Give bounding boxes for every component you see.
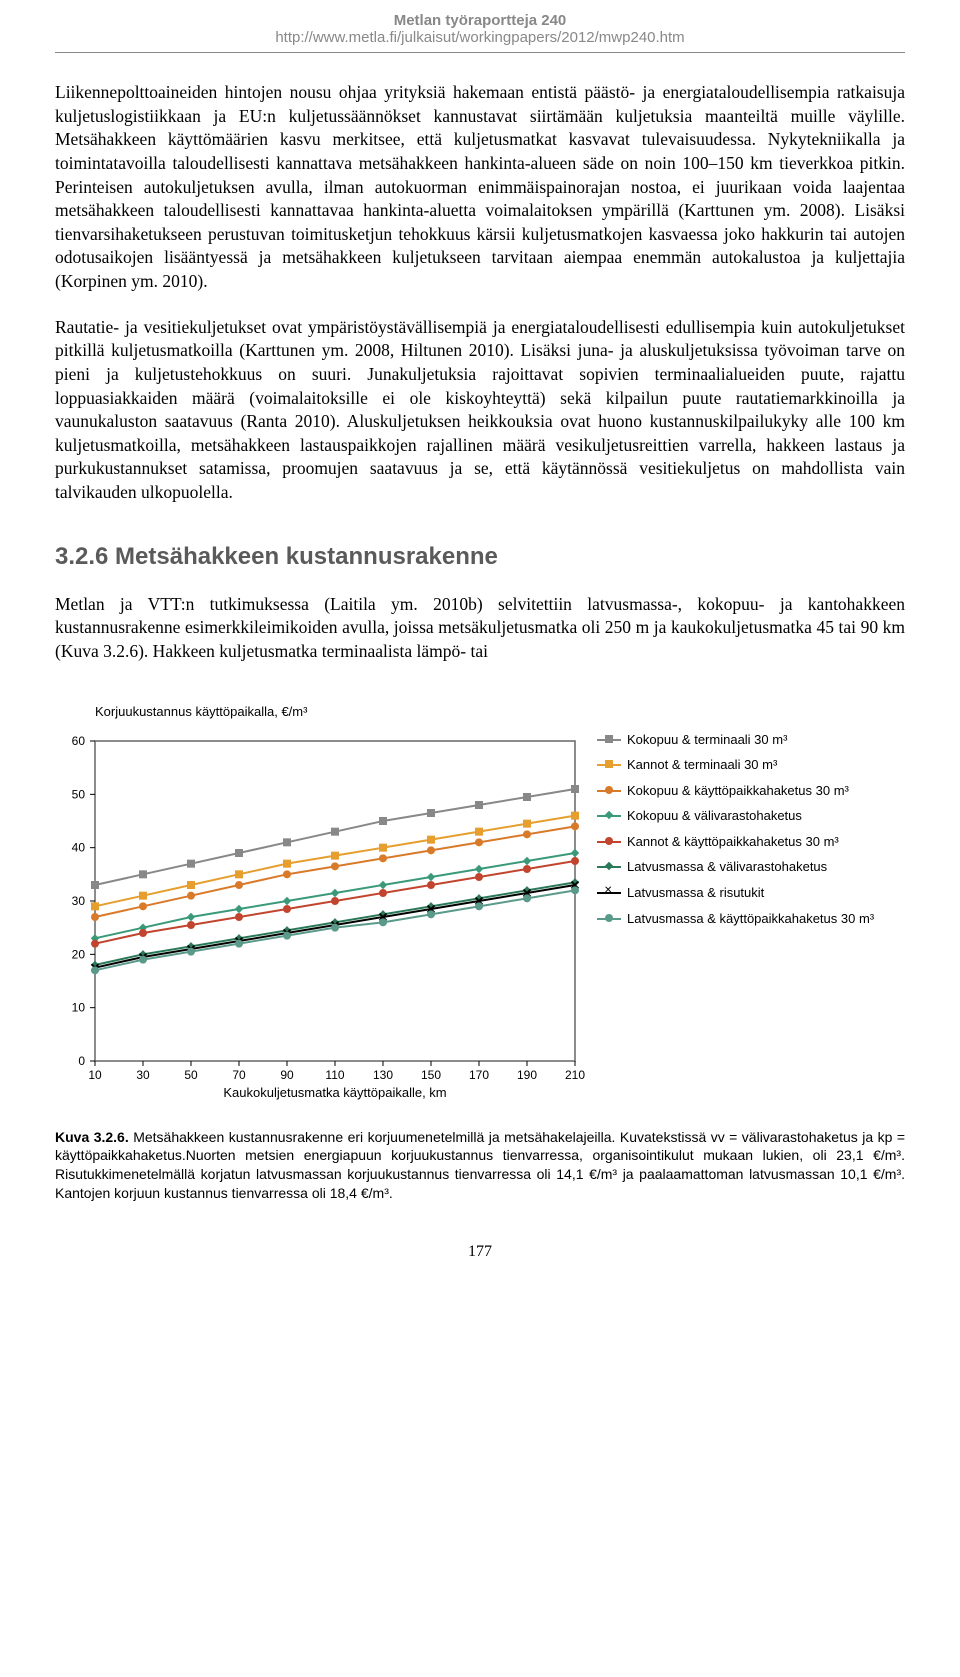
svg-text:70: 70 — [232, 1068, 246, 1082]
legend-item: Kokopuu & terminaali 30 m³ — [597, 732, 905, 748]
legend-marker — [597, 810, 621, 822]
page-number: 177 — [55, 1243, 905, 1261]
svg-text:0: 0 — [78, 1054, 85, 1068]
svg-text:130: 130 — [373, 1068, 393, 1082]
legend-label: Kannot & terminaali 30 m³ — [627, 757, 905, 773]
legend-label: Latvusmassa & välivarastohaketus — [627, 859, 905, 875]
legend-marker — [597, 759, 621, 771]
svg-text:60: 60 — [72, 734, 86, 748]
paragraph-2: Rautatie- ja vesitiekuljetukset ovat ymp… — [55, 316, 905, 505]
legend-marker: ✕ — [597, 887, 621, 899]
section-heading: 3.2.6 Metsähakkeen kustannusrakenne — [55, 543, 905, 571]
legend-marker — [597, 836, 621, 848]
svg-text:210: 210 — [565, 1068, 585, 1082]
svg-text:50: 50 — [72, 787, 86, 801]
svg-text:110: 110 — [325, 1068, 344, 1082]
svg-text:90: 90 — [280, 1068, 294, 1082]
legend-item: Latvusmassa & välivarastohaketus — [597, 859, 905, 875]
chart-legend: Kokopuu & terminaali 30 m³ Kannot & termi… — [585, 704, 905, 937]
paragraph-3: Metlan ja VTT:n tutkimuksessa (Laitila y… — [55, 593, 905, 664]
svg-text:30: 30 — [72, 894, 86, 908]
legend-label: Kokopuu & terminaali 30 m³ — [627, 732, 905, 748]
svg-text:170: 170 — [469, 1068, 489, 1082]
legend-item: ✕ Latvusmassa & risutukit — [597, 885, 905, 901]
svg-text:50: 50 — [184, 1068, 198, 1082]
legend-marker — [597, 913, 621, 925]
chart: Korjuukustannus käyttöpaikalla, €/m³ 010… — [55, 704, 585, 1106]
legend-item: Kannot & käyttöpaikkahaketus 30 m³ — [597, 834, 905, 850]
caption-text: Metsähakkeen kustannusrakenne eri korjuu… — [55, 1129, 905, 1202]
legend-item: Kokopuu & välivarastohaketus — [597, 808, 905, 824]
svg-text:40: 40 — [72, 840, 86, 854]
svg-text:10: 10 — [72, 1000, 86, 1014]
chart-svg: 0102030405060103050709011013015017019021… — [55, 721, 585, 1101]
legend-label: Kannot & käyttöpaikkahaketus 30 m³ — [627, 834, 905, 850]
header-url: http://www.metla.fi/julkaisut/workingpap… — [55, 29, 905, 46]
figure: Korjuukustannus käyttöpaikalla, €/m³ 010… — [55, 704, 905, 1204]
legend-marker — [597, 785, 621, 797]
legend-label: Kokopuu & välivarastohaketus — [627, 808, 905, 824]
legend-marker — [597, 861, 621, 873]
svg-text:150: 150 — [421, 1068, 441, 1082]
legend-label: Latvusmassa & risutukit — [627, 885, 905, 901]
caption-lead: Kuva 3.2.6. — [55, 1129, 129, 1145]
legend-label: Latvusmassa & käyttöpaikkahaketus 30 m³ — [627, 911, 905, 927]
legend-item: Kokopuu & käyttöpaikkahaketus 30 m³ — [597, 783, 905, 799]
svg-text:10: 10 — [88, 1068, 102, 1082]
figure-caption: Kuva 3.2.6. Metsähakkeen kustannusrakenn… — [55, 1128, 905, 1204]
header-title: Metlan työraportteja 240 — [55, 12, 905, 29]
svg-text:30: 30 — [136, 1068, 150, 1082]
legend-label: Kokopuu & käyttöpaikkahaketus 30 m³ — [627, 783, 905, 799]
legend-item: Kannot & terminaali 30 m³ — [597, 757, 905, 773]
legend-item: Latvusmassa & käyttöpaikkahaketus 30 m³ — [597, 911, 905, 927]
paragraph-1: Liikennepolttoaineiden hintojen nousu oh… — [55, 81, 905, 294]
svg-text:190: 190 — [517, 1068, 537, 1082]
svg-text:20: 20 — [72, 947, 86, 961]
legend-marker — [597, 734, 621, 746]
chart-ylabel: Korjuukustannus käyttöpaikalla, €/m³ — [55, 704, 585, 719]
page-header: Metlan työraportteja 240 http://www.metl… — [55, 0, 905, 53]
svg-text:Kaukokuljetusmatka käyttöpaika: Kaukokuljetusmatka käyttöpaikalle, km — [223, 1085, 446, 1100]
